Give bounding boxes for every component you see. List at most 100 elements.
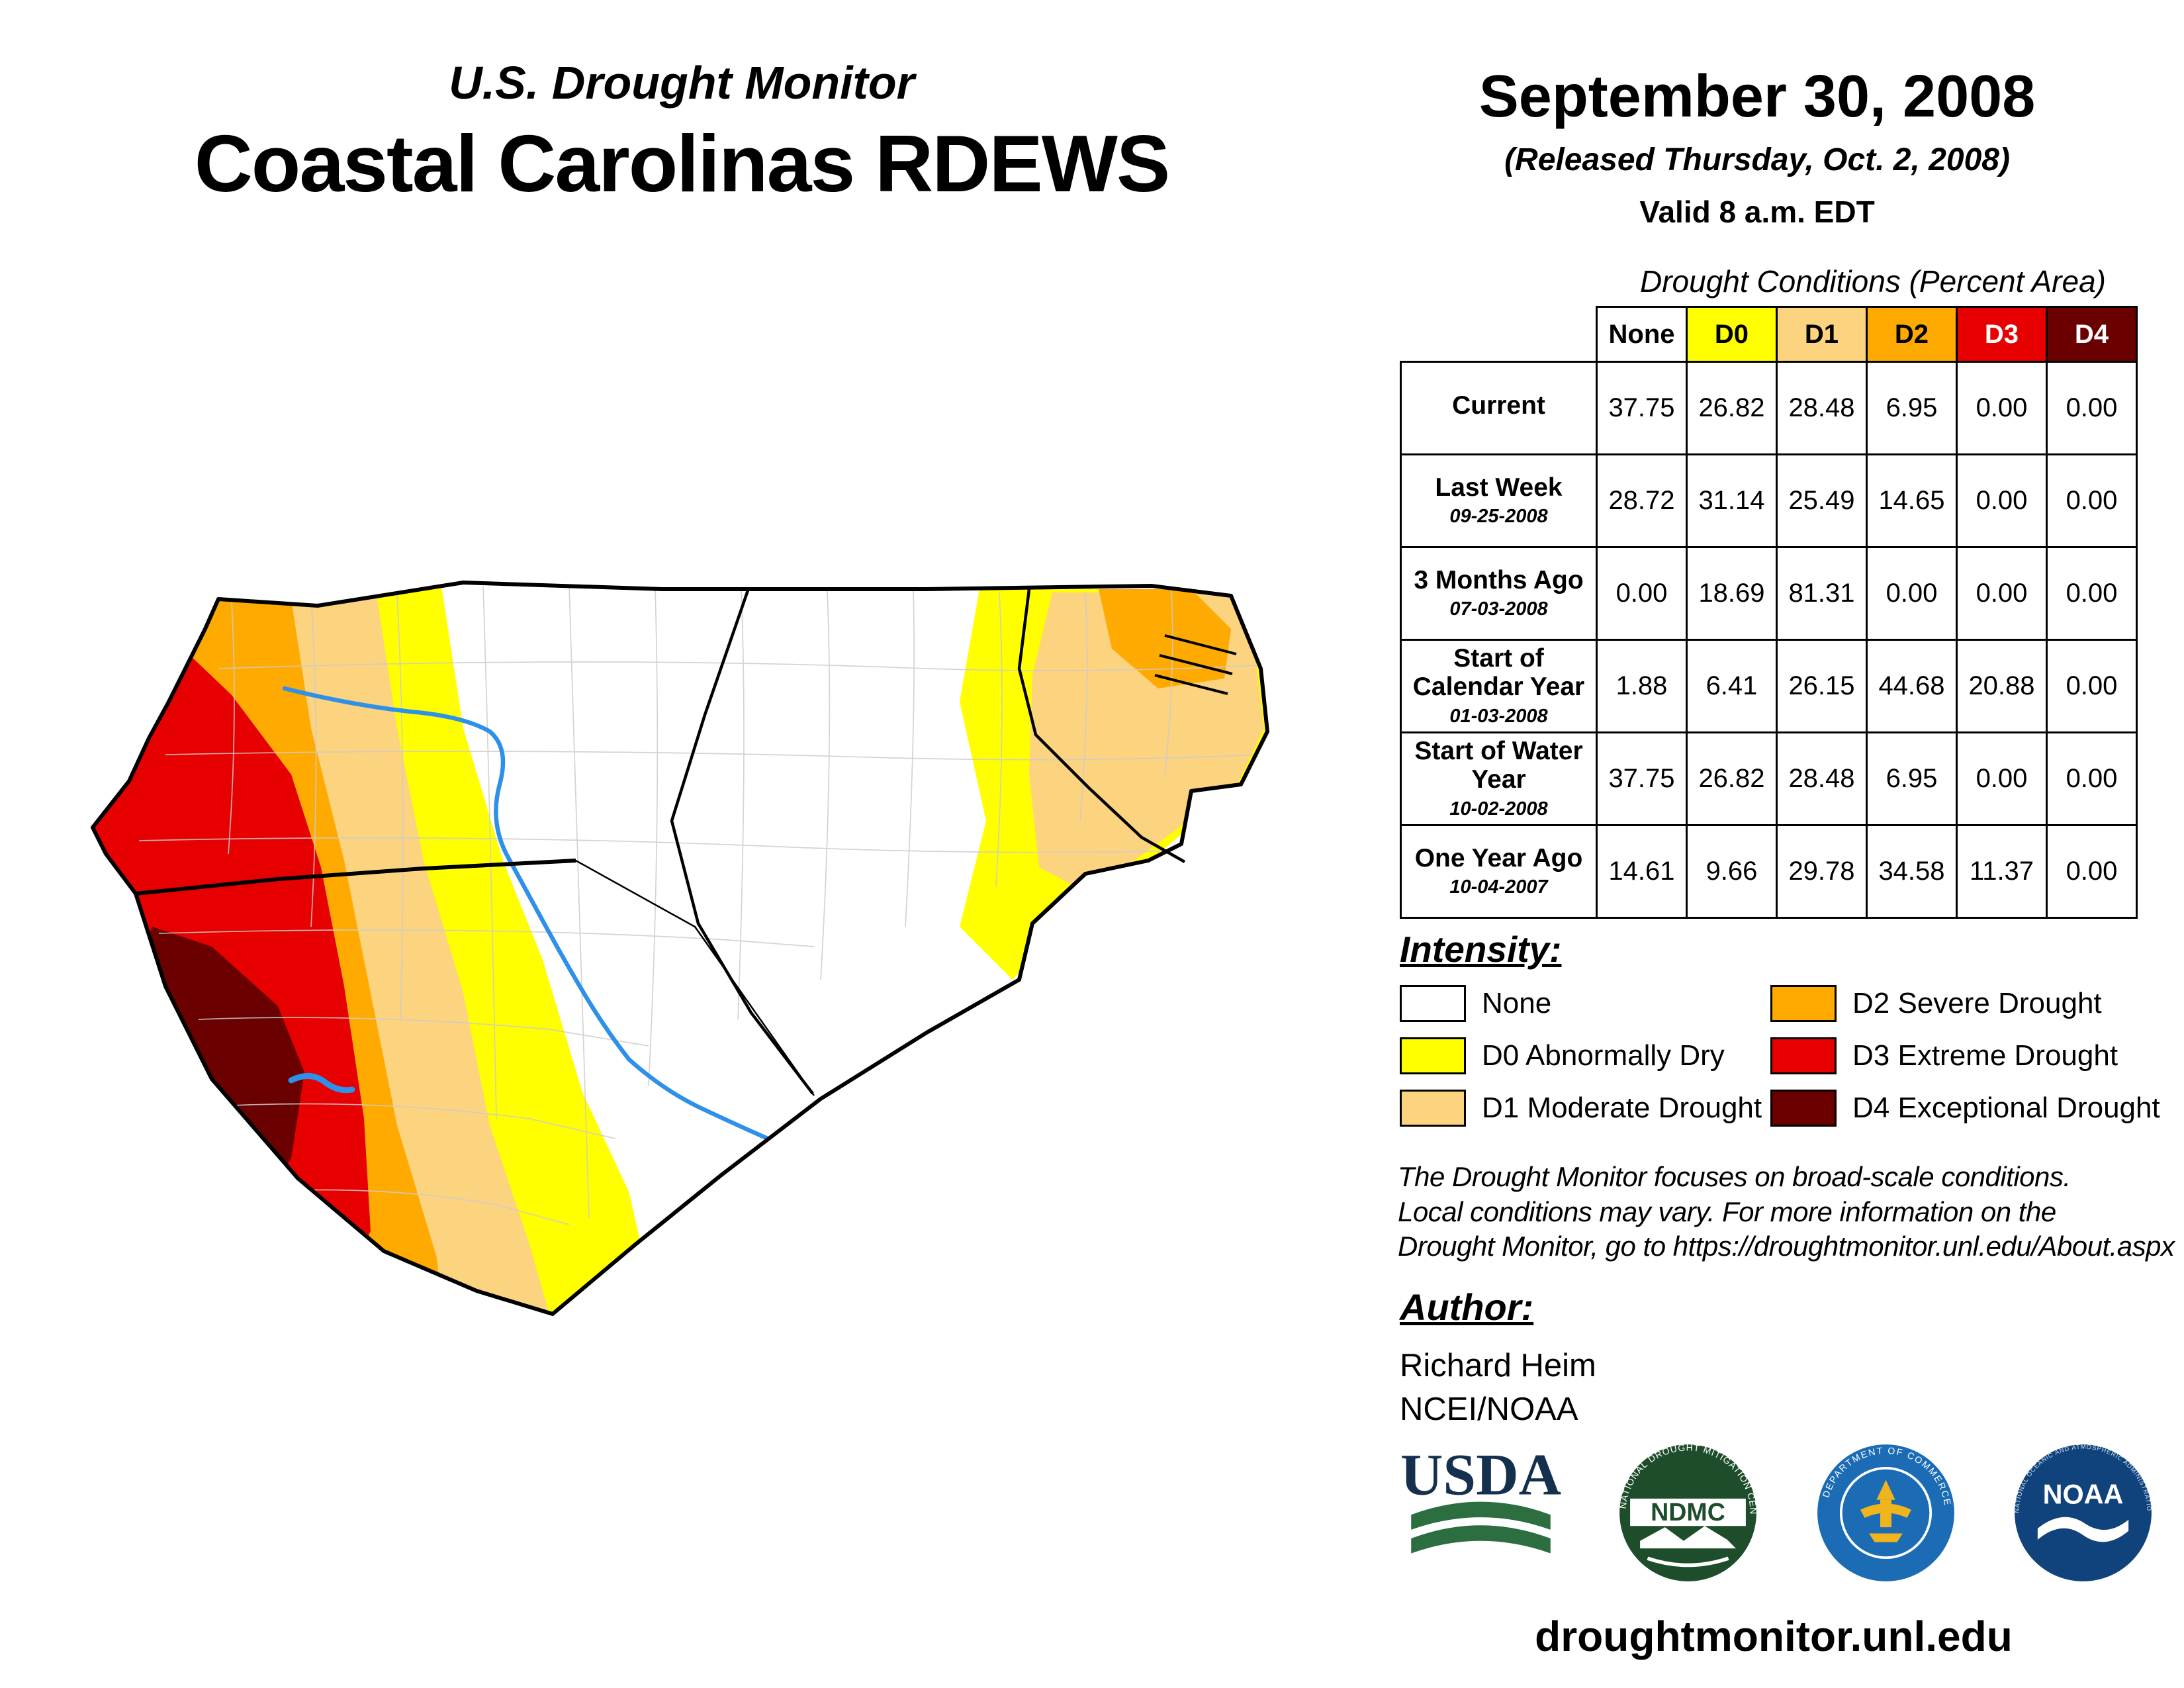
row-label: One Year Ago 10-04-2007 (1400, 824, 1598, 919)
drought-table-title: Drought Conditions (Percent Area) (1640, 264, 2106, 299)
value-cell: 0.00 (1956, 453, 2048, 548)
map-region-d2-northeast (1099, 589, 1231, 688)
value-cell: 0.00 (1596, 546, 1688, 641)
disclaimer-line-3: Drought Monitor, go to https://droughtmo… (1398, 1231, 2175, 1262)
svg-text:USDA: USDA (1400, 1442, 1561, 1507)
row-label: Current (1400, 361, 1598, 455)
basin-boundary (670, 590, 814, 1095)
legend-swatch-d1 (1400, 1090, 1466, 1127)
legend-swatch-d0 (1400, 1037, 1466, 1074)
value-cell: 0.00 (1866, 546, 1958, 641)
value-cell: 20.88 (1956, 639, 2048, 733)
table-row-current: Current 37.75 26.82 28.48 6.95 0.00 0.00 (1400, 361, 2138, 455)
value-cell: 31.14 (1686, 453, 1778, 548)
legend-swatch-none (1400, 985, 1466, 1022)
value-cell: 34.58 (1866, 824, 1958, 919)
legend-item-d4: D4 Exceptional Drought (1770, 1090, 2160, 1127)
nc-sc-border (135, 859, 576, 896)
table-row-one-year-ago: One Year Ago 10-04-2007 14.61 9.66 29.78… (1400, 824, 2138, 919)
row-label-date: 07-03-2008 (1449, 598, 1548, 620)
table-row-start-calendar-year: Start of Calendar Year 01-03-2008 1.88 6… (1400, 639, 2138, 733)
value-cell: 9.66 (1686, 824, 1778, 919)
value-cell: 81.31 (1776, 546, 1868, 641)
legend-label: D0 Abnormally Dry (1482, 1039, 1725, 1072)
row-label: Start of Calendar Year 01-03-2008 (1400, 639, 1598, 733)
row-label-text: Current (1452, 391, 1545, 420)
column-header-d1: D1 (1776, 306, 1868, 363)
table-header-row: None D0 D1 D2 D3 D4 (1401, 306, 2138, 363)
value-cell: 0.00 (1956, 361, 2048, 455)
value-cell: 0.00 (2046, 361, 2138, 455)
report-date: September 30, 2008 (1479, 64, 2036, 130)
row-label: Last Week 09-25-2008 (1400, 453, 1598, 548)
value-cell: 6.41 (1686, 639, 1778, 733)
value-cell: 44.68 (1866, 639, 1958, 733)
drought-conditions-table: None D0 D1 D2 D3 D4 Current 37.75 26.82 … (1400, 306, 2138, 919)
valid-time: Valid 8 a.m. EDT (1639, 195, 1875, 229)
column-header-d2: D2 (1866, 306, 1958, 363)
legend-column-2: D2 Severe Drought D3 Extreme Drought D4 … (1770, 985, 2160, 1142)
row-label-date: 10-04-2007 (1449, 876, 1548, 898)
northeast-region-boundary (1017, 588, 1186, 863)
value-cell: 0.00 (2046, 546, 2138, 641)
value-cell: 0.00 (1956, 731, 2048, 826)
row-label-text: Start of Calendar Year (1412, 644, 1585, 701)
logo-row: USDA NATIONAL DROUGHT MITIGATION CENTER … (1393, 1435, 2161, 1591)
legend-label: D2 Severe Drought (1852, 987, 2102, 1019)
value-cell: 6.95 (1866, 361, 1958, 455)
row-label: 3 Months Ago 07-03-2008 (1400, 546, 1598, 641)
value-cell: 29.78 (1776, 824, 1868, 919)
legend-label: D4 Exceptional Drought (1852, 1092, 2160, 1124)
legend-item-d3: D3 Extreme Drought (1770, 1037, 2160, 1074)
page-title: Coastal Carolinas RDEWS (194, 118, 1171, 209)
legend-label: D1 Moderate Drought (1482, 1092, 1762, 1124)
value-cell: 6.95 (1866, 731, 1958, 826)
value-cell: 11.37 (1956, 824, 2048, 919)
value-cell: 0.00 (2046, 824, 2138, 919)
carolinas-drought-map (91, 581, 1269, 1316)
value-cell: 26.15 (1776, 639, 1868, 733)
usda-logo: USDA (1400, 1442, 1561, 1554)
author-org: NCEI/NOAA (1400, 1391, 1578, 1427)
department-of-commerce-logo: DEPARTMENT OF COMMERCE (1817, 1444, 1954, 1581)
legend-swatch-d2 (1770, 985, 1837, 1022)
row-label-text: One Year Ago (1414, 843, 1583, 872)
author-name: Richard Heim (1400, 1348, 1596, 1383)
legend-item-d2: D2 Severe Drought (1770, 985, 2160, 1022)
legend-label: D3 Extreme Drought (1852, 1039, 2118, 1072)
table-row-3-months-ago: 3 Months Ago 07-03-2008 0.00 18.69 81.31… (1400, 546, 2138, 641)
table-row-last-week: Last Week 09-25-2008 28.72 31.14 25.49 1… (1400, 453, 2138, 548)
column-header-none: None (1596, 306, 1688, 363)
report-series-title: U.S. Drought Monitor (449, 57, 915, 109)
legend-item-none: None (1400, 985, 1762, 1022)
legend-label: None (1482, 987, 1552, 1019)
noaa-logo: NATIONAL OCEANIC AND ATMOSPHERIC ADMINIS… (2005, 1435, 2152, 1581)
author-heading: Author: (1400, 1286, 1534, 1328)
value-cell: 0.00 (2046, 639, 2138, 733)
legend-column-1: None D0 Abnormally Dry D1 Moderate Droug… (1400, 985, 1762, 1142)
header-right: September 30, 2008 (Released Thursday, O… (1350, 63, 2164, 230)
disclaimer-line-1: The Drought Monitor focuses on broad-sca… (1398, 1161, 2071, 1192)
value-cell: 26.82 (1686, 361, 1778, 455)
row-label-text: Last Week (1435, 473, 1563, 502)
nc-sc-border-east (575, 859, 815, 1096)
disclaimer-line-2: Local conditions may vary. For more info… (1398, 1196, 2056, 1227)
value-cell: 0.00 (2046, 453, 2138, 548)
row-label: Start of Water Year 10-02-2008 (1400, 731, 1598, 826)
table-row-start-water-year: Start of Water Year 10-02-2008 37.75 26.… (1400, 731, 2138, 826)
svg-text:NDMC: NDMC (1651, 1498, 1725, 1526)
value-cell: 25.49 (1776, 453, 1868, 548)
column-header-d0: D0 (1686, 306, 1778, 363)
value-cell: 0.00 (2046, 731, 2138, 826)
value-cell: 18.69 (1686, 546, 1778, 641)
author-section: Author: Richard Heim NCEI/NOAA (1400, 1286, 1596, 1428)
row-label-text: Start of Water Year (1414, 737, 1583, 794)
river-line (282, 686, 770, 1141)
ndmc-logo: NATIONAL DROUGHT MITIGATION CENTER NDMC (1610, 1435, 1758, 1581)
column-header-d3: D3 (1956, 306, 2048, 363)
value-cell: 14.61 (1596, 824, 1688, 919)
value-cell: 28.72 (1596, 453, 1688, 548)
lake (288, 1073, 355, 1094)
header-left: U.S. Drought Monitor Coastal Carolinas R… (66, 56, 1297, 210)
